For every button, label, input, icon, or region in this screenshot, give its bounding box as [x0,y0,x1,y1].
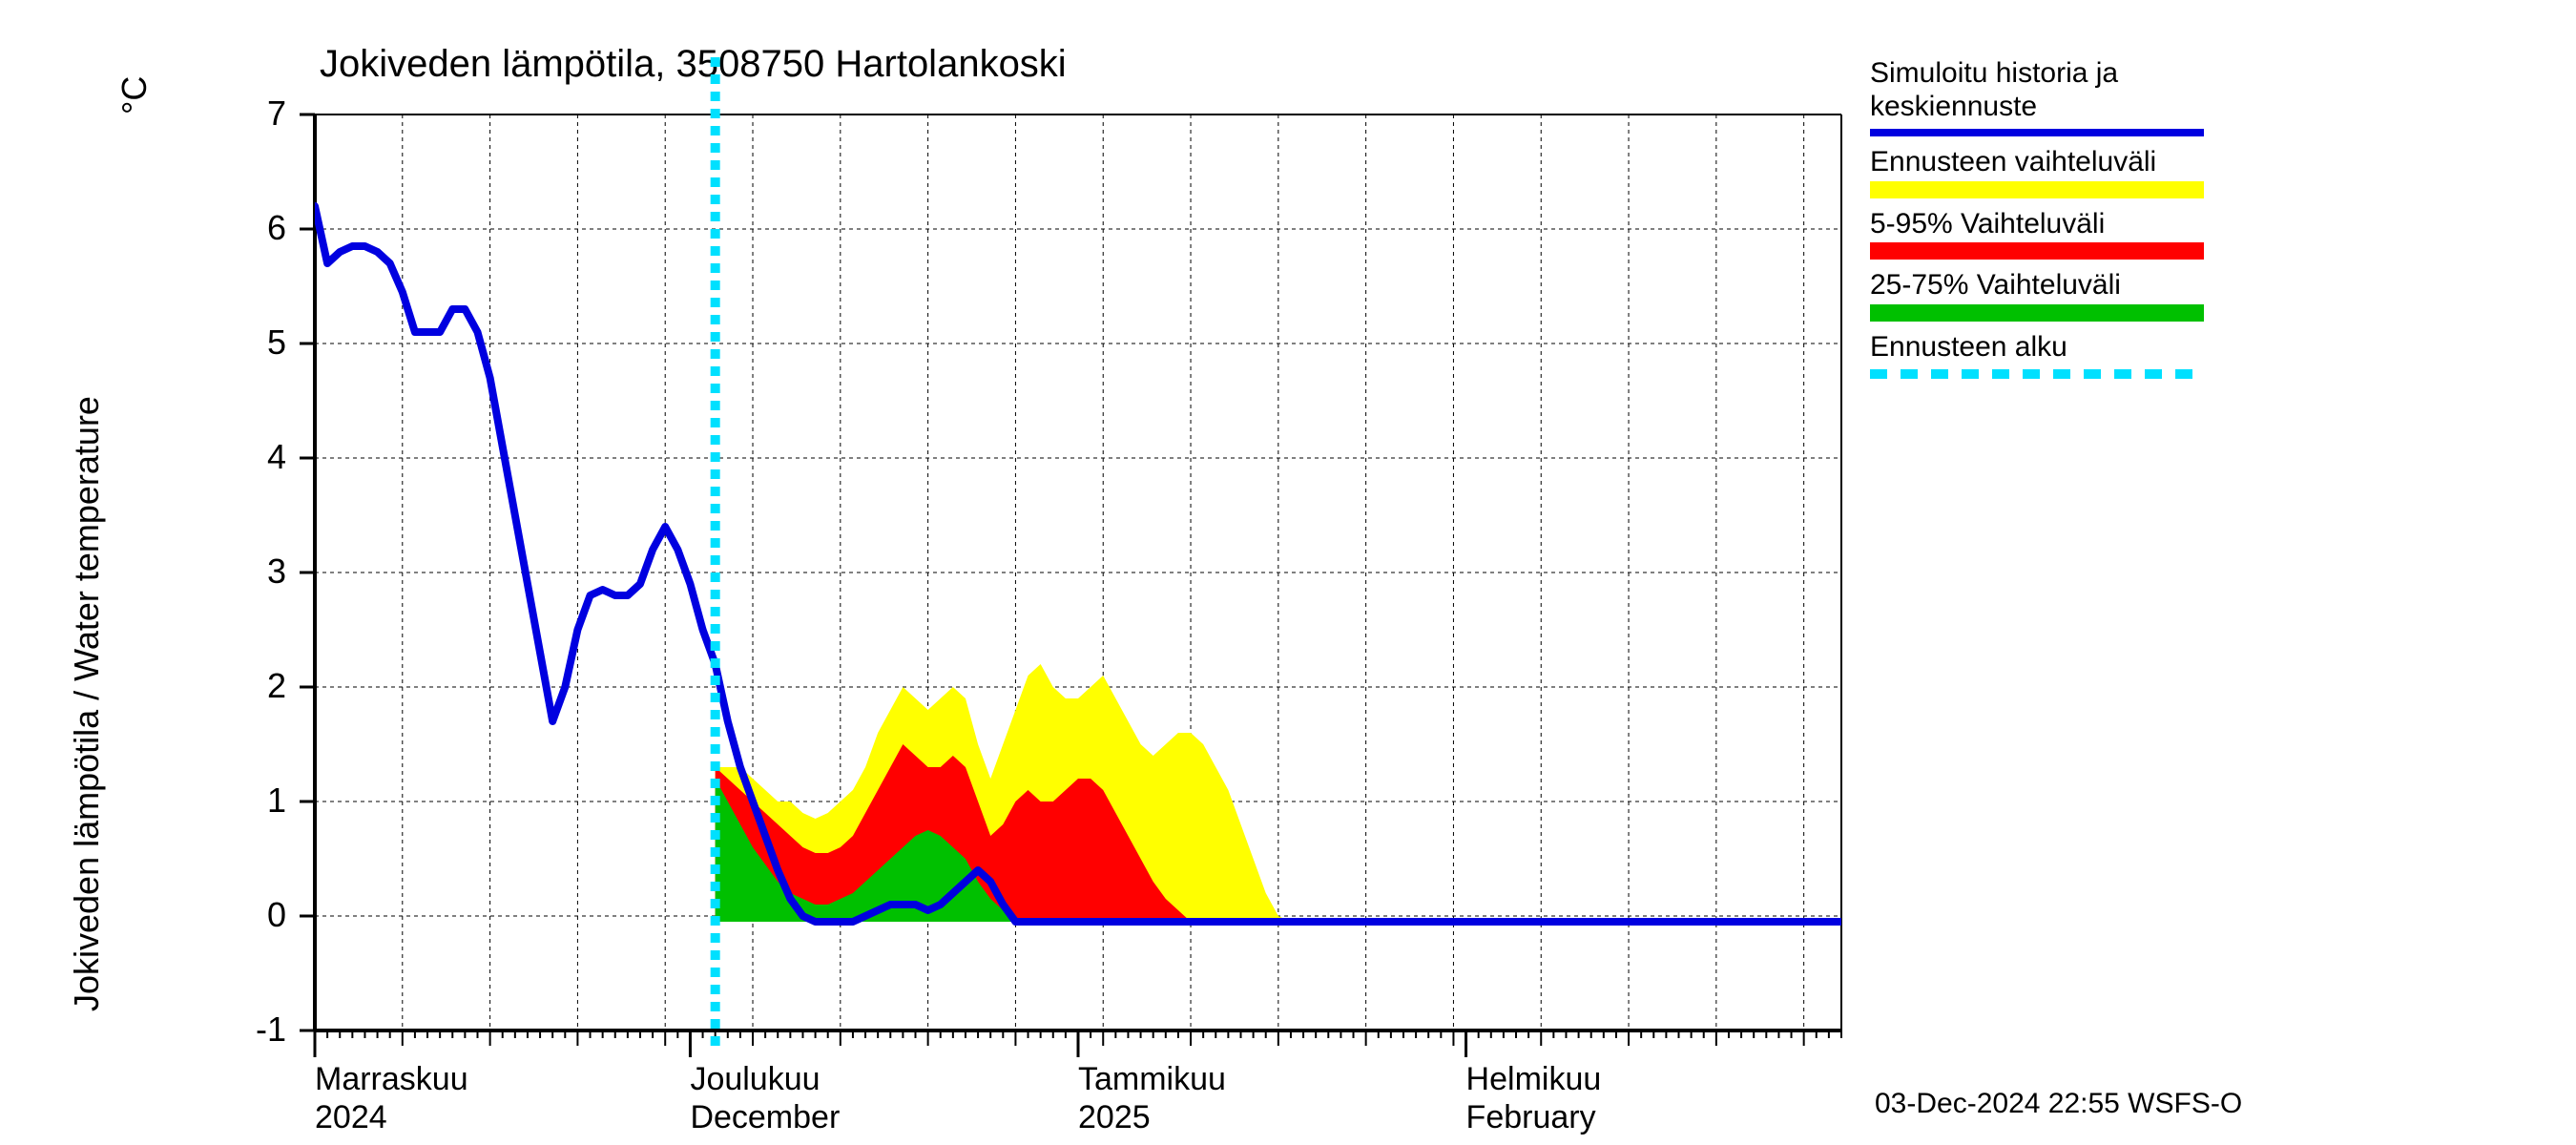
y-tick: 4 [210,437,286,477]
x-month-sublabel: 2024 [315,1099,387,1136]
x-month-label: Joulukuu [690,1061,820,1098]
y-tick: 0 [210,895,286,935]
legend-swatch [1870,181,2204,198]
legend-swatch [1870,304,2204,322]
legend-item: Simuloitu historia ja keskiennuste [1870,57,2204,136]
y-tick: 2 [210,666,286,706]
y-tick: -1 [210,1010,286,1050]
legend-swatch [1870,242,2204,260]
y-tick: 6 [210,208,286,248]
x-month-label: Tammikuu [1078,1061,1226,1098]
y-tick: 3 [210,552,286,592]
legend-label: Simuloitu historia ja keskiennuste [1870,57,2204,123]
legend: Simuloitu historia ja keskiennuste Ennust… [1870,57,2204,381]
legend-item: 25-75% Vaihteluväli [1870,269,2204,322]
y-tick: 5 [210,323,286,363]
legend-item: Ennusteen vaihteluväli [1870,146,2204,198]
legend-swatch [1870,129,2204,136]
legend-swatch [1870,369,2204,379]
footer-timestamp: 03-Dec-2024 22:55 WSFS-O [1875,1088,2242,1120]
y-tick: 7 [210,94,286,134]
x-month-sublabel: December [690,1099,840,1136]
legend-label: 25-75% Vaihteluväli [1870,269,2204,302]
legend-label: Ennusteen vaihteluväli [1870,146,2204,179]
x-month-label: Helmikuu [1466,1061,1602,1098]
legend-label: 5-95% Vaihteluväli [1870,208,2204,241]
legend-label: Ennusteen alku [1870,331,2204,364]
y-tick: 1 [210,781,286,821]
legend-item: 5-95% Vaihteluväli [1870,208,2204,260]
x-month-label: Marraskuu [315,1061,468,1098]
x-month-sublabel: February [1466,1099,1596,1136]
legend-item: Ennusteen alku [1870,331,2204,380]
chart-container: Jokiveden lämpötila, 3508750 Hartolankos… [0,0,2576,1145]
x-month-sublabel: 2025 [1078,1099,1151,1136]
